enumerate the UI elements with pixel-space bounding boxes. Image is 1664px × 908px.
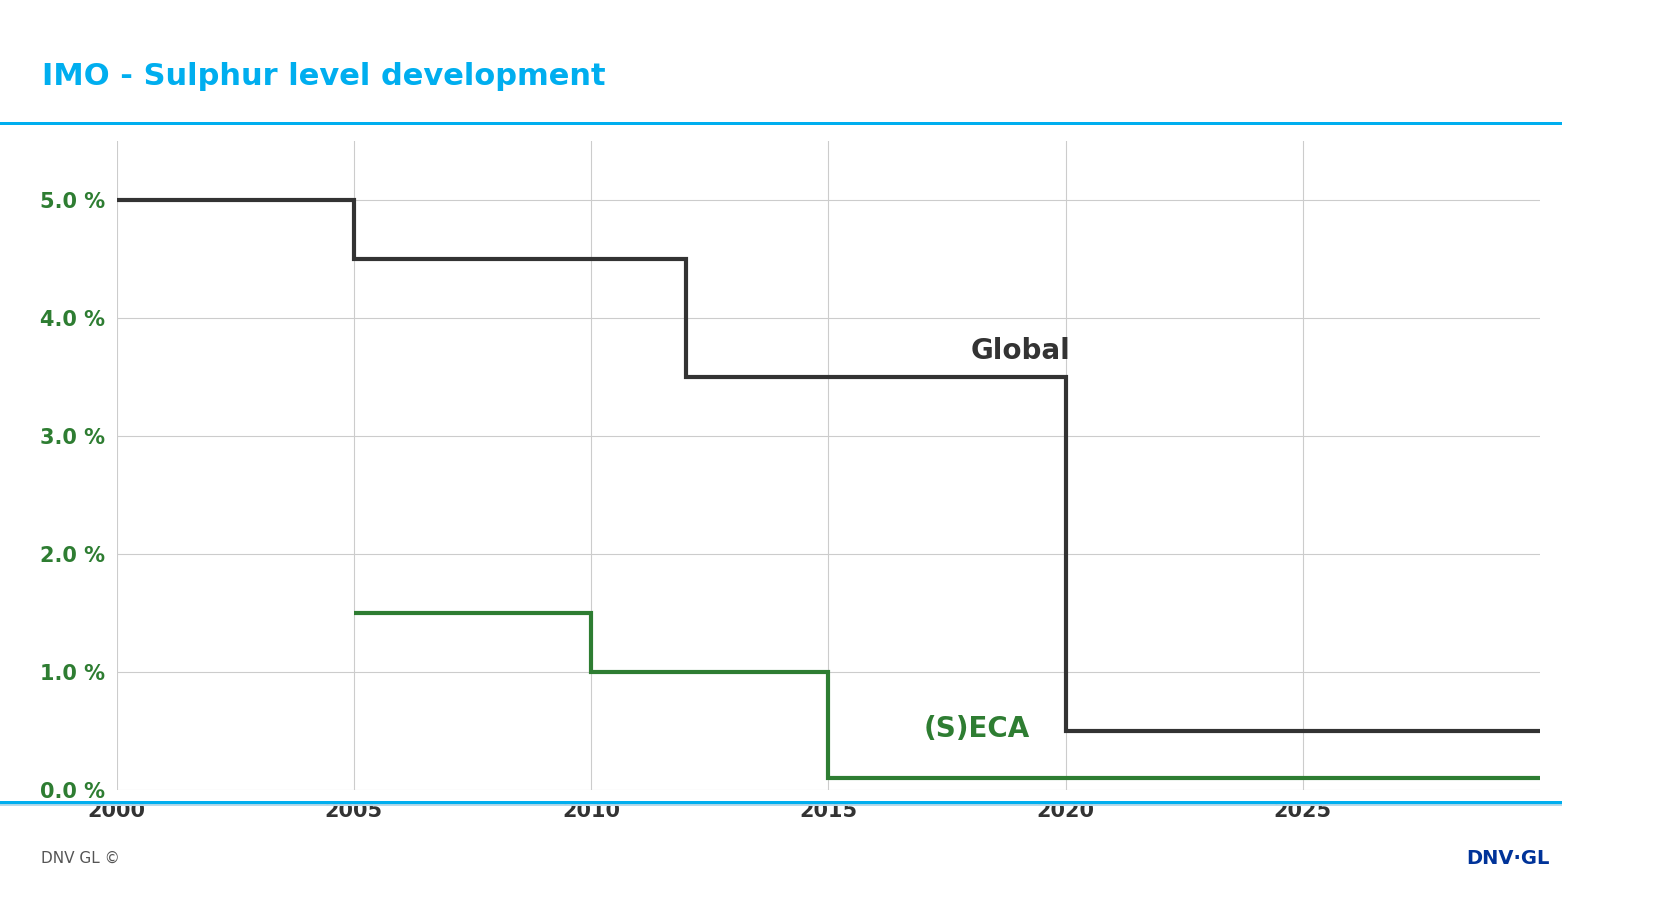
Text: (S)ECA: (S)ECA	[922, 715, 1028, 743]
Text: IMO - Sulphur level development: IMO - Sulphur level development	[42, 63, 606, 91]
Text: DNV GL ©: DNV GL ©	[42, 851, 120, 865]
Text: Global: Global	[970, 337, 1070, 365]
Text: DNV·GL: DNV·GL	[1464, 849, 1548, 867]
